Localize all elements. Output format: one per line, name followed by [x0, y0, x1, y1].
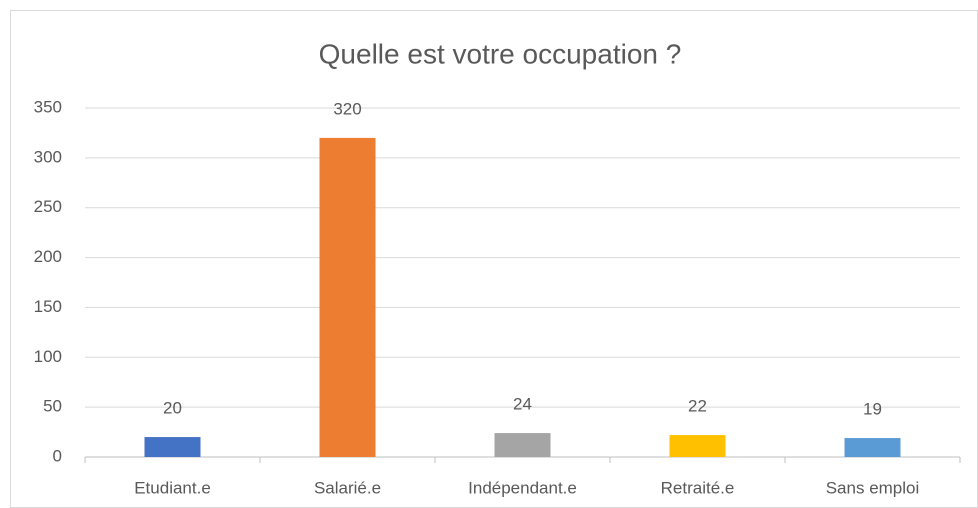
x-tick-label: Retraité.e	[661, 478, 735, 497]
chart-border	[10, 10, 978, 508]
chart-title: Quelle est votre occupation ?	[319, 38, 682, 69]
y-tick-label: 0	[53, 446, 62, 465]
y-tick-label: 50	[43, 397, 62, 416]
data-label: 22	[688, 397, 707, 416]
data-label: 320	[333, 99, 361, 118]
y-tick-label: 100	[34, 347, 62, 366]
y-tick-label: 300	[34, 147, 62, 166]
data-label: 19	[863, 400, 882, 419]
bar	[669, 435, 726, 457]
y-tick-label: 150	[34, 297, 62, 316]
bar	[494, 433, 551, 457]
y-tick-label: 350	[34, 97, 62, 116]
bar	[319, 137, 376, 457]
x-tick-label: Salarié.e	[314, 478, 381, 497]
bar	[144, 437, 201, 457]
data-label: 20	[163, 399, 182, 418]
x-tick-label: Etudiant.e	[134, 478, 211, 497]
y-tick-label: 250	[34, 197, 62, 216]
y-tick-label: 200	[34, 247, 62, 266]
x-tick-label: Indépendant.e	[468, 478, 577, 497]
data-label: 24	[513, 395, 532, 414]
bar	[844, 438, 901, 457]
x-tick-label: Sans emploi	[826, 478, 920, 497]
